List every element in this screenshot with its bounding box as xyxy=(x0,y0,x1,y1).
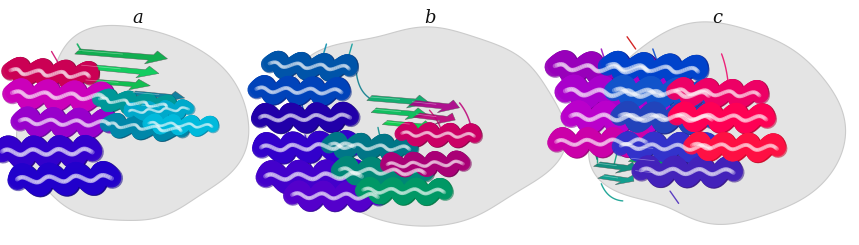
FancyArrow shape xyxy=(624,144,679,157)
FancyArrow shape xyxy=(135,104,180,113)
FancyArrow shape xyxy=(367,95,430,108)
Polygon shape xyxy=(16,25,249,220)
FancyArrow shape xyxy=(75,49,168,64)
FancyArrow shape xyxy=(371,108,428,120)
Text: c: c xyxy=(712,9,722,26)
Text: a: a xyxy=(132,9,143,26)
Polygon shape xyxy=(588,22,845,224)
FancyArrow shape xyxy=(79,64,159,78)
FancyArrow shape xyxy=(382,121,434,131)
FancyArrow shape xyxy=(409,100,460,113)
FancyArrow shape xyxy=(413,113,455,124)
FancyArrow shape xyxy=(628,157,677,168)
FancyArrow shape xyxy=(84,79,150,90)
FancyArrow shape xyxy=(598,174,634,185)
FancyArrow shape xyxy=(131,91,185,102)
FancyArrow shape xyxy=(594,162,636,173)
Text: b: b xyxy=(423,9,436,26)
FancyArrow shape xyxy=(632,170,674,180)
Polygon shape xyxy=(295,27,567,226)
